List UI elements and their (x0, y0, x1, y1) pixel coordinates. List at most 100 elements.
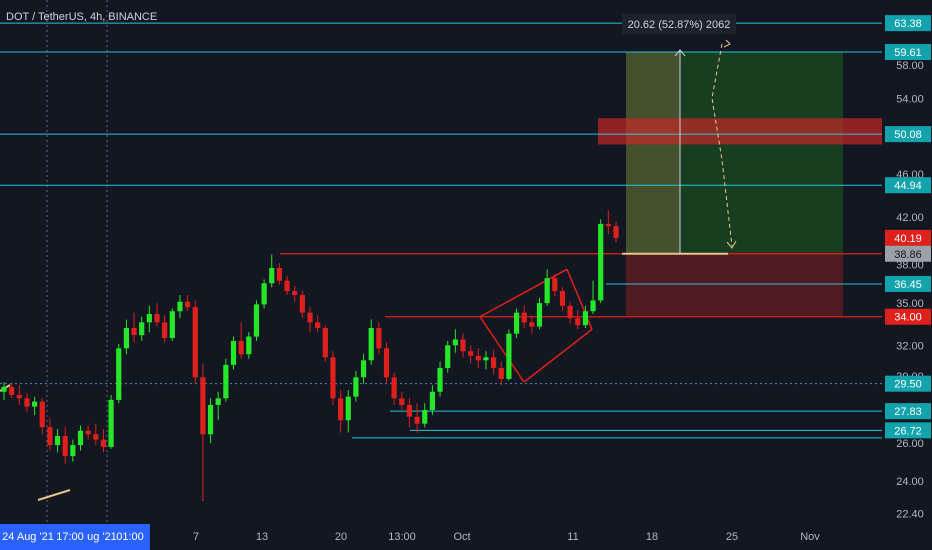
level-badge-5 (885, 375, 931, 392)
trade-zones (598, 52, 882, 317)
price-tick-2: 26.00 (896, 438, 924, 450)
candle-46 (353, 377, 359, 397)
candle-30 (230, 340, 237, 365)
measure-label: 20.62 (52.87%) 2062 (628, 19, 731, 31)
price-tick-12: 58.00 (896, 60, 924, 72)
candle-59 (452, 339, 458, 346)
candle-57 (437, 367, 443, 392)
time-tick-8: Nov (800, 531, 820, 543)
measure-zone (626, 52, 680, 254)
resistance-zone (598, 118, 882, 145)
chart-title: DOT / TetherUS, 4h, BINANCE (6, 11, 157, 23)
candle-38 (292, 291, 298, 296)
candle-48 (368, 327, 374, 361)
candle-80 (613, 226, 619, 238)
candle-32 (246, 336, 252, 355)
candle-47 (360, 360, 367, 378)
candle-79 (605, 223, 611, 227)
candle-2 (16, 395, 22, 399)
candle-20 (154, 313, 160, 323)
time-tick-0: 7 (193, 531, 199, 543)
candle-73 (559, 291, 566, 306)
time-tick-5: 11 (567, 531, 578, 543)
candle-25 (192, 307, 198, 378)
candle-23 (177, 301, 183, 312)
candle-28 (215, 398, 221, 405)
candle-33 (253, 304, 260, 337)
candle-55 (422, 409, 428, 424)
time-axis: 7 13 20 13:00 Oct 11 18 25 Nov 24 Aug '21 17:00 ug … (0, 524, 932, 550)
candle-51 (391, 377, 397, 399)
candle-12 (93, 434, 99, 440)
candle-0 (1, 386, 7, 392)
candle-52 (399, 398, 405, 405)
candle-6 (47, 427, 53, 446)
candle-44 (338, 398, 344, 421)
candle-65 (498, 367, 504, 379)
candle-7 (54, 436, 61, 446)
channel-left (479, 316, 525, 383)
price-badge-label-0: 40.19 (894, 233, 922, 245)
level-badge-7 (885, 422, 931, 439)
candle-60 (460, 339, 466, 352)
price-tick-11: 54.00 (896, 94, 924, 106)
price-badge-2 (885, 308, 931, 325)
candle-68 (521, 312, 527, 323)
candle-9 (70, 445, 76, 457)
measure-label-box (622, 14, 736, 34)
price-tick-8: 42.00 (896, 212, 924, 224)
price-badge-0 (885, 229, 931, 246)
time-tick-7: 25 (726, 531, 738, 543)
candle-16 (123, 327, 129, 349)
price-badge-label-2: 34.00 (894, 312, 922, 324)
channel-upper (479, 268, 568, 318)
profit-zone (626, 52, 843, 254)
price-axis-bg (882, 0, 932, 550)
candle-50 (383, 348, 390, 378)
candle-70 (536, 303, 543, 327)
candle-22 (169, 311, 175, 339)
price-badge-1 (885, 245, 931, 262)
candle-69 (529, 322, 535, 327)
level-badge-label-1: 59.61 (894, 47, 922, 59)
time-tick-2: 20 (335, 531, 347, 543)
price-tick-7: 38.00 (896, 259, 924, 271)
level-badge-label-4: 36.45 (894, 279, 922, 291)
price-axis: 22.4024.0026.0028.0030.0032.0035.0038.00… (882, 0, 932, 550)
candle-19 (146, 313, 152, 323)
price-tick-1: 24.00 (896, 476, 924, 488)
time-cursor-label-2: ug '21 (87, 531, 117, 543)
candle-37 (284, 280, 290, 292)
time-cursor-label-3: 01:00 (116, 531, 144, 543)
candle-66 (506, 333, 512, 379)
candle-75 (575, 318, 581, 326)
candle-61 (468, 351, 474, 356)
time-axis-bg (0, 524, 932, 550)
time-cursor-label-0: 24 Aug '21 (2, 531, 54, 543)
candle-77 (590, 300, 596, 312)
candle-11 (85, 430, 91, 435)
candle-36 (276, 268, 282, 281)
candle-62 (475, 355, 481, 361)
time-tick-3: 13:00 (388, 531, 416, 543)
candle-3 (24, 398, 30, 407)
candle-29 (223, 364, 229, 399)
candle-34 (261, 283, 267, 305)
time-tick-1: 13 (256, 531, 268, 543)
candle-56 (429, 391, 435, 410)
level-badge-label-6: 27.83 (894, 406, 922, 418)
loss-zone (626, 253, 843, 317)
price-badge-label-1: 38.86 (894, 249, 922, 261)
level-badge-label-2: 50.08 (894, 129, 922, 141)
candle-64 (491, 357, 497, 368)
candle-31 (238, 340, 244, 355)
projection-head-top (723, 39, 731, 48)
measure-annotation: 20.62 (52.87%) 2062 (622, 14, 737, 254)
candle-40 (307, 312, 313, 323)
candle-35 (269, 268, 275, 284)
time-cursor-label-1: 17:00 (56, 531, 84, 543)
level-badge-1 (885, 44, 931, 61)
candle-41 (315, 322, 321, 328)
candle-5 (39, 401, 45, 428)
